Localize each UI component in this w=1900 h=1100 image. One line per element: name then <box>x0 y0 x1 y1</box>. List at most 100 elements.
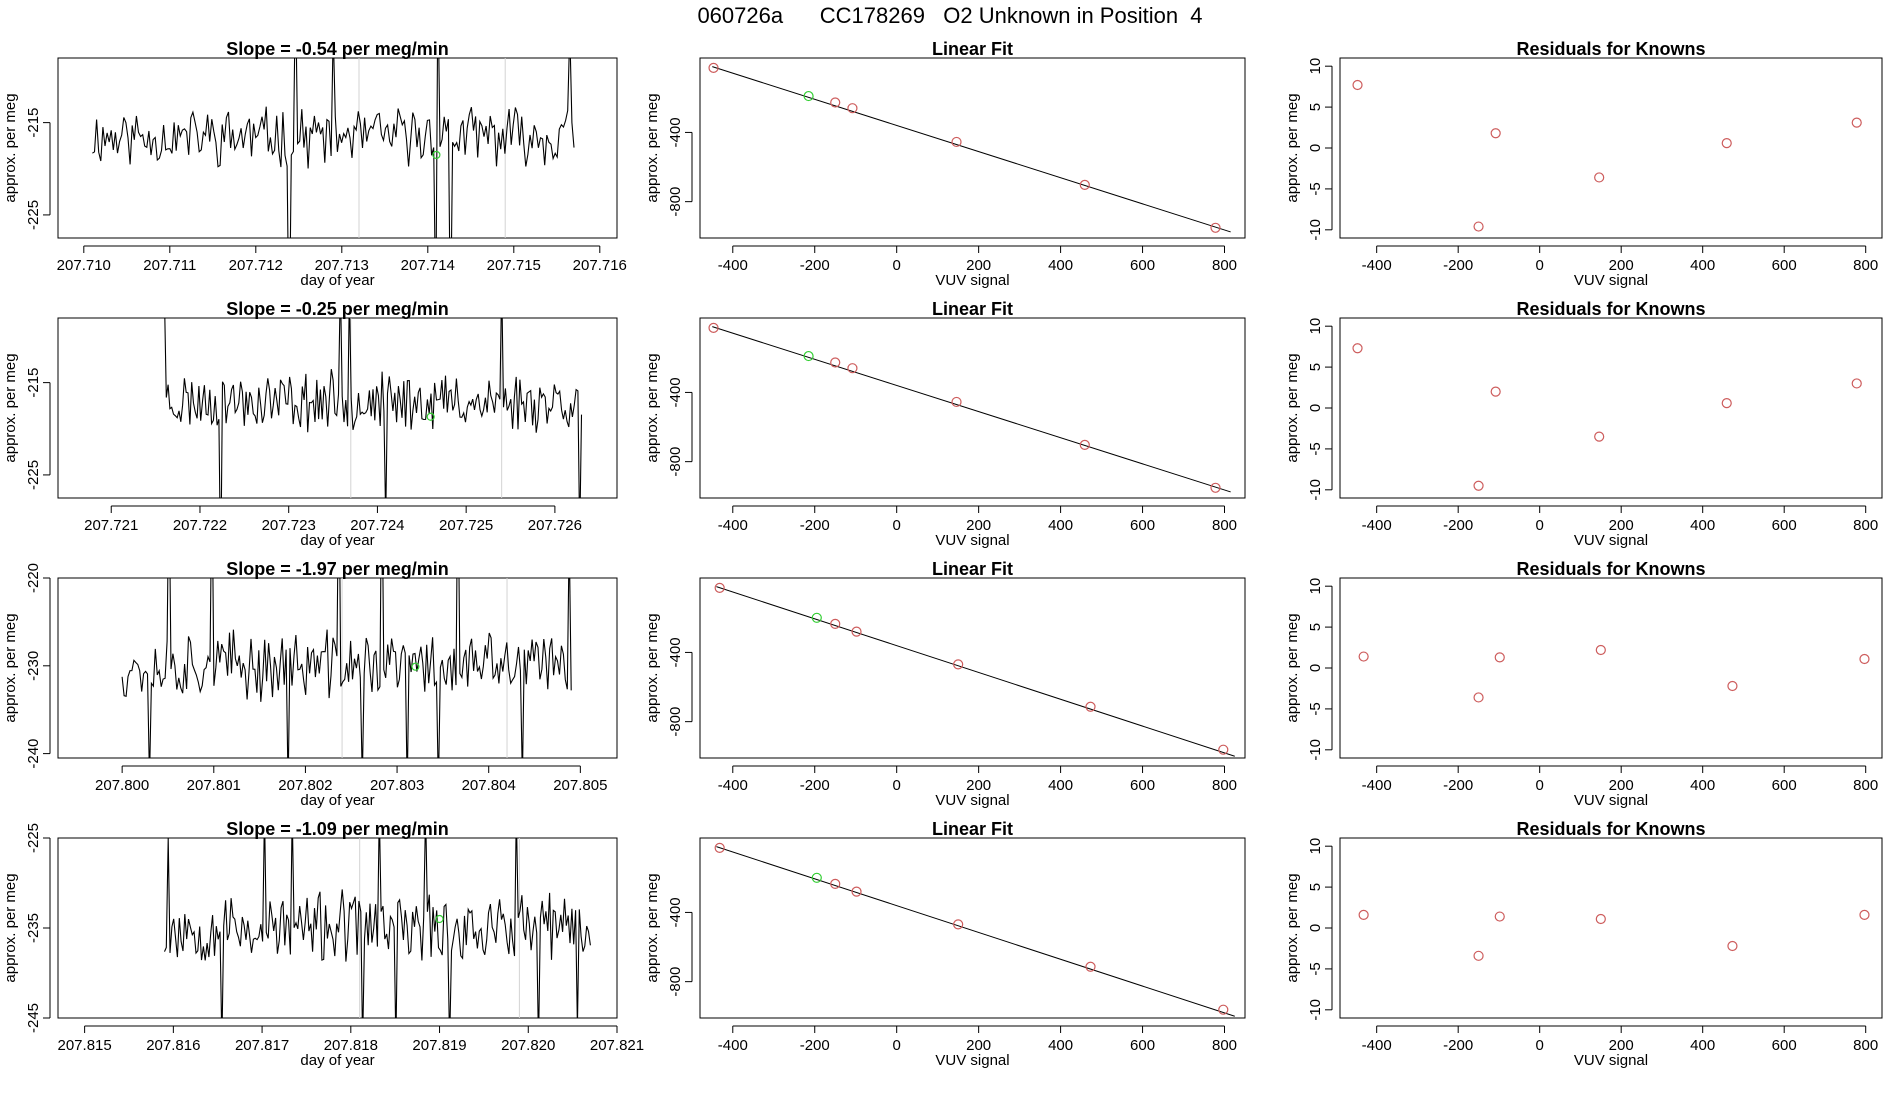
residual-point <box>1358 909 1369 921</box>
y-tick-label: 0 <box>1307 924 1324 932</box>
x-axis-label: day of year <box>300 792 374 809</box>
y-tick-label: -10 <box>1307 739 1324 761</box>
y-tick-label: -10 <box>1307 479 1324 501</box>
known-point <box>708 62 719 73</box>
x-tick-label: 207.724 <box>350 517 404 534</box>
x-tick-label: -400 <box>1362 1037 1392 1054</box>
plot-area <box>708 322 1231 493</box>
residual-point <box>1859 653 1870 665</box>
known-point <box>708 322 719 333</box>
y-tick-label: -400 <box>667 117 684 147</box>
unknown-point <box>432 150 441 160</box>
x-tick-label: 207.803 <box>370 777 424 794</box>
x-tick-label: 600 <box>1772 517 1797 534</box>
unknown-point <box>803 90 814 102</box>
x-tick-label: -400 <box>718 257 748 274</box>
timeseries-panel-1: Slope = -0.25 per meg/min 207.721 207.722 2… <box>2 299 618 549</box>
x-tick-label: 400 <box>1048 517 1073 534</box>
x-tick-label: 207.723 <box>262 517 316 534</box>
x-tick-label: 600 <box>1130 257 1155 274</box>
residuals-panel-1: Residuals for Knowns -400 -200 0 200 400 600 80… <box>1284 299 1883 549</box>
x-tick-label: 207.815 <box>58 1037 112 1054</box>
x-tick-label: 207.710 <box>57 257 111 274</box>
x-tick-label: 0 <box>1536 517 1544 534</box>
x-tick-label: 207.818 <box>324 1037 378 1054</box>
x-tick-label: 800 <box>1853 777 1878 794</box>
y-tick-label: -800 <box>667 967 684 997</box>
unknown-point <box>411 662 420 671</box>
x-tick-label: 207.716 <box>573 257 627 274</box>
x-tick-label: -400 <box>718 777 748 794</box>
fit-panel-0: Linear Fit -400 -200 0 200 400 600 800 VUV signa… <box>644 39 1246 289</box>
known-point <box>1079 439 1090 450</box>
plot-frame <box>1339 577 1883 759</box>
y-tick-label: 0 <box>1307 404 1324 412</box>
x-tick-label: -200 <box>1443 257 1473 274</box>
timeseries-panel-3: Slope = -1.09 per meg/min 207.815 207.816 2… <box>2 819 644 1069</box>
known-point <box>1079 179 1090 190</box>
residuals-panel-0: Residuals for Knowns -400 -200 0 200 400 600 80… <box>1284 39 1883 289</box>
x-tick-label: 200 <box>1609 257 1634 274</box>
y-tick-label: 5 <box>1307 883 1324 891</box>
residual-point <box>1490 386 1501 397</box>
x-tick-label: -200 <box>1443 777 1473 794</box>
known-point <box>951 396 962 408</box>
y-tick-label: -230 <box>25 651 42 681</box>
x-axis-label: VUV signal <box>935 1052 1009 1069</box>
y-tick-label: -800 <box>667 447 684 477</box>
x-tick-label: -200 <box>800 777 830 794</box>
x-tick-label: 400 <box>1690 257 1715 274</box>
fit-line <box>716 586 1235 757</box>
residual-point <box>1473 692 1484 703</box>
y-tick-label: 10 <box>1307 318 1324 335</box>
x-tick-label: 0 <box>893 517 901 534</box>
x-tick-label: 600 <box>1772 257 1797 274</box>
x-tick-label: -200 <box>800 257 830 274</box>
residual-point <box>1594 431 1605 442</box>
known-point <box>830 97 841 108</box>
x-tick-label: 200 <box>966 1037 991 1054</box>
x-tick-label: 200 <box>1609 777 1634 794</box>
x-tick-label: 207.819 <box>412 1037 466 1054</box>
x-tick-label: 207.802 <box>278 777 332 794</box>
residual-point <box>1352 343 1363 354</box>
fit-panel-2: Linear Fit -400 -200 0 200 400 600 800 VUV signa… <box>644 559 1246 809</box>
x-tick-label: 800 <box>1853 257 1878 274</box>
x-tick-label: 207.817 <box>235 1037 289 1054</box>
plot-frame <box>57 837 618 1019</box>
y-tick-label: -10 <box>1307 999 1324 1021</box>
x-axis-label: VUV signal <box>935 272 1009 289</box>
residual-point <box>1851 378 1862 389</box>
x-tick-label: 800 <box>1212 1037 1237 1054</box>
x-tick-label: 600 <box>1130 1037 1155 1054</box>
x-tick-label: 400 <box>1690 1037 1715 1054</box>
residual-point <box>1494 911 1505 922</box>
panel-title: Slope = -1.09 per meg/min <box>226 819 449 839</box>
y-tick-label: -225 <box>25 200 42 230</box>
residual-point <box>1490 128 1501 139</box>
y-axis-label: approx. per meg <box>2 873 19 982</box>
known-point <box>830 878 841 889</box>
y-tick-label: -215 <box>25 108 42 138</box>
x-axis-label: VUV signal <box>1574 1052 1648 1069</box>
x-tick-label: 0 <box>1536 1037 1544 1054</box>
y-axis-label: approx. per meg <box>1284 613 1301 722</box>
x-tick-label: 800 <box>1212 777 1237 794</box>
x-tick-label: 200 <box>966 517 991 534</box>
x-tick-label: 600 <box>1772 1037 1797 1054</box>
y-tick-label: -235 <box>25 913 42 943</box>
plot-area <box>1358 644 1870 703</box>
x-tick-label: 207.801 <box>187 777 241 794</box>
y-axis-label: approx. per meg <box>644 93 661 202</box>
residuals-panel-2: Residuals for Knowns -400 -200 0 200 400 600 80… <box>1284 559 1883 809</box>
y-tick-label: -5 <box>1307 702 1324 715</box>
plot-area <box>714 842 1235 1017</box>
known-point <box>830 357 841 368</box>
y-axis-label: approx. per meg <box>2 93 19 202</box>
y-tick-label: -400 <box>667 377 684 407</box>
signal-trace <box>121 578 572 758</box>
residual-point <box>1859 909 1870 921</box>
panel-title: Slope = -0.54 per meg/min <box>226 39 449 59</box>
panel-title: Residuals for Knowns <box>1516 299 1705 319</box>
x-tick-label: 0 <box>1536 257 1544 274</box>
